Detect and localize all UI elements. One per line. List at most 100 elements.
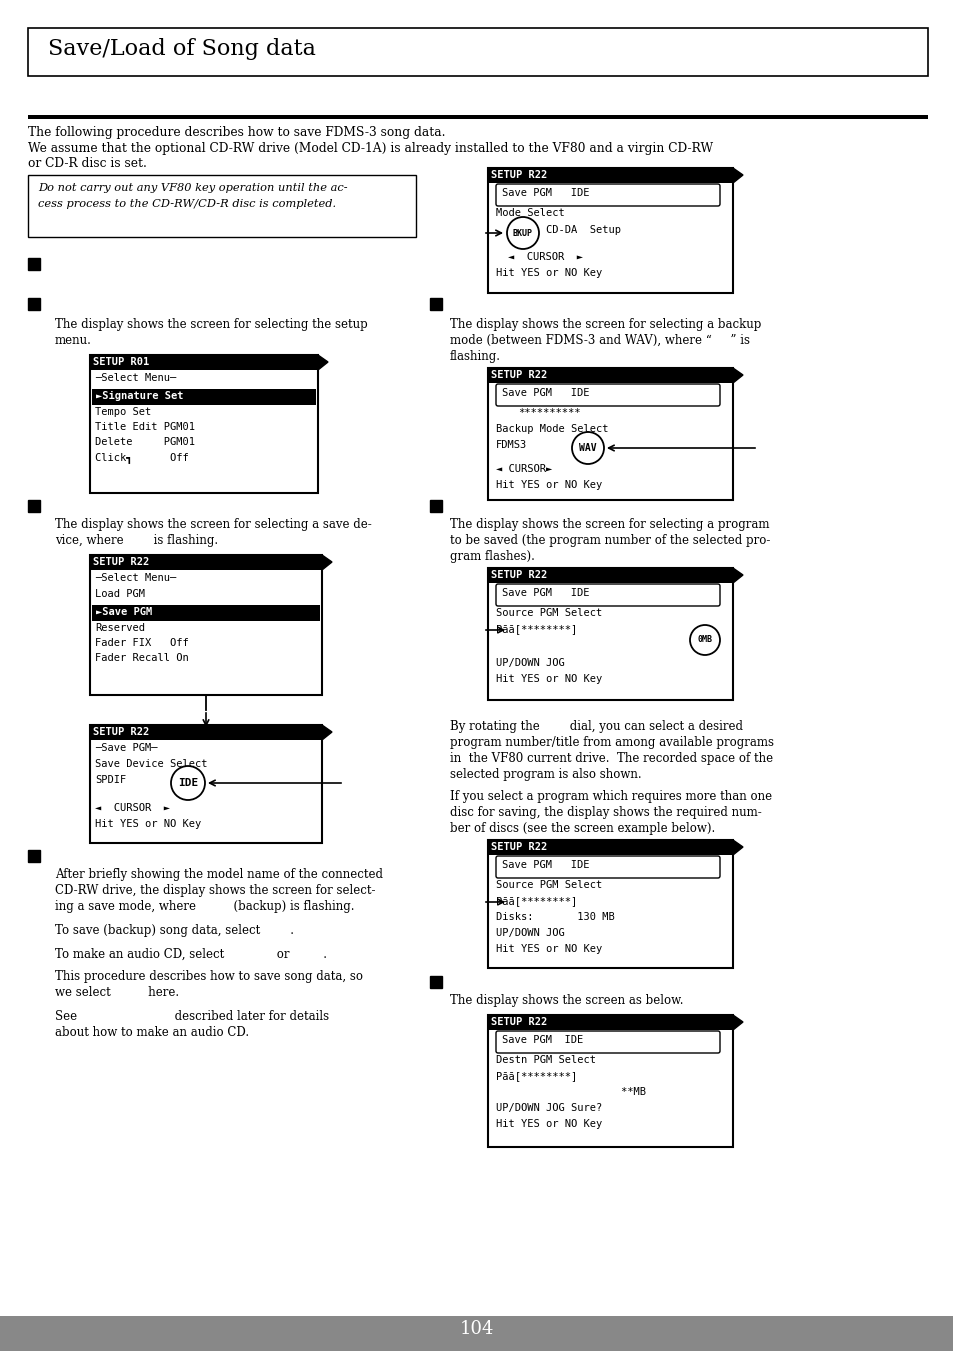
Text: ►Save PGM: ►Save PGM [96, 607, 152, 617]
Text: SETUP R22: SETUP R22 [92, 557, 149, 567]
Text: CD-DA  Setup: CD-DA Setup [545, 226, 620, 235]
Text: Source PGM Select: Source PGM Select [496, 608, 601, 617]
Polygon shape [732, 567, 742, 584]
FancyBboxPatch shape [496, 1031, 720, 1052]
Text: selected program is also shown.: selected program is also shown. [450, 767, 641, 781]
Bar [0, 1316, 953, 1351]
Text: SPDIF: SPDIF [95, 775, 126, 785]
Text: By rotating the        dial, you can select a desired: By rotating the dial, you can select a d… [450, 720, 742, 734]
Text: CD-RW drive, the display shows the screen for select-: CD-RW drive, the display shows the scree… [55, 884, 375, 897]
FancyBboxPatch shape [496, 184, 720, 205]
Bar [488, 168, 732, 293]
Text: Save/Load of Song data: Save/Load of Song data [48, 38, 315, 59]
Polygon shape [322, 555, 332, 570]
Text: Save Device Select: Save Device Select [95, 759, 208, 769]
Text: To make an audio CD, select              or         .: To make an audio CD, select or . [55, 948, 327, 961]
Text: cess process to the CD-RW/CD-R disc is completed.: cess process to the CD-RW/CD-R disc is c… [38, 199, 335, 209]
Text: ◄  CURSOR  ►: ◄ CURSOR ► [507, 253, 582, 262]
Polygon shape [317, 355, 328, 370]
Bar [488, 567, 732, 584]
Text: vice, where        is flashing.: vice, where is flashing. [55, 534, 218, 547]
Text: ►Signature Set: ►Signature Set [96, 390, 183, 401]
Text: SETUP R22: SETUP R22 [491, 842, 547, 852]
Text: Hit YES or NO Key: Hit YES or NO Key [496, 944, 601, 954]
Text: we select          here.: we select here. [55, 986, 179, 998]
Text: Pāā[********]: Pāā[********] [496, 1071, 577, 1081]
Bar [488, 1015, 732, 1147]
Text: After briefly showing the model name of the connected: After briefly showing the model name of … [55, 867, 382, 881]
Circle shape [506, 218, 538, 249]
Text: SETUP R01: SETUP R01 [92, 357, 149, 367]
Text: Destn PGM Select: Destn PGM Select [496, 1055, 596, 1065]
Bar [430, 299, 441, 309]
Polygon shape [732, 1015, 742, 1029]
Bar [488, 367, 732, 382]
Text: Hit YES or NO Key: Hit YES or NO Key [95, 819, 201, 830]
Bar [90, 555, 322, 570]
Polygon shape [732, 168, 742, 182]
Text: Hit YES or NO Key: Hit YES or NO Key [496, 1119, 601, 1129]
Text: We assume that the optional CD-RW drive (Model CD-1A) is already installed to th: We assume that the optional CD-RW drive … [28, 142, 713, 155]
Text: program number/title from among available programs: program number/title from among availabl… [450, 736, 773, 748]
Text: ─Save PGM─: ─Save PGM─ [95, 743, 157, 753]
Text: Save PGM   IDE: Save PGM IDE [501, 388, 589, 399]
Text: mode (between FDMS-3 and WAV), where “     ” is: mode (between FDMS-3 and WAV), where “ ”… [450, 334, 749, 347]
Bar [28, 299, 40, 309]
Bar [28, 850, 40, 862]
Text: Load PGM: Load PGM [95, 589, 145, 598]
Text: The display shows the screen for selecting the setup: The display shows the screen for selecti… [55, 317, 367, 331]
Text: in  the VF80 current drive.  The recorded space of the: in the VF80 current drive. The recorded … [450, 753, 772, 765]
Text: ◄ CURSOR►: ◄ CURSOR► [496, 463, 552, 474]
Bar [91, 605, 319, 621]
Text: Tempo Set: Tempo Set [95, 407, 152, 417]
Text: The display shows the screen for selecting a save de-: The display shows the screen for selecti… [55, 517, 372, 531]
FancyBboxPatch shape [496, 857, 720, 878]
Text: UP/DOWN JOG Sure?: UP/DOWN JOG Sure? [496, 1102, 601, 1113]
Text: ─Select Menu─: ─Select Menu─ [95, 373, 176, 382]
Bar [488, 840, 732, 855]
Text: Title Edit PGM01: Title Edit PGM01 [95, 422, 194, 432]
Text: Fader Recall On: Fader Recall On [95, 653, 189, 663]
Text: SETUP R22: SETUP R22 [491, 1017, 547, 1027]
Text: 104: 104 [459, 1320, 494, 1337]
Text: Pāā[********]: Pāā[********] [496, 896, 577, 907]
Bar [28, 500, 40, 512]
Text: See                          described later for details: See described later for details [55, 1011, 329, 1023]
Text: Save PGM   IDE: Save PGM IDE [501, 188, 589, 199]
Text: FDMS3: FDMS3 [496, 440, 527, 450]
Bar [28, 258, 40, 270]
Text: Mode Select: Mode Select [496, 208, 564, 218]
FancyBboxPatch shape [496, 384, 720, 407]
Text: To save (backup) song data, select        .: To save (backup) song data, select . [55, 924, 294, 938]
Text: The display shows the screen for selecting a backup: The display shows the screen for selecti… [450, 317, 760, 331]
Text: The following procedure describes how to save FDMS-3 song data.: The following procedure describes how to… [28, 126, 445, 139]
Text: Click┓      Off: Click┓ Off [95, 453, 189, 463]
Text: Hit YES or NO Key: Hit YES or NO Key [496, 480, 601, 490]
Polygon shape [322, 725, 332, 740]
Text: **********: ********** [517, 408, 579, 417]
Text: Delete     PGM01: Delete PGM01 [95, 436, 194, 447]
Bar [430, 500, 441, 512]
Text: Save PGM   IDE: Save PGM IDE [501, 861, 589, 870]
Bar [488, 1015, 732, 1029]
Text: Hit YES or NO Key: Hit YES or NO Key [496, 674, 601, 684]
Text: SETUP R22: SETUP R22 [491, 370, 547, 380]
Text: Save PGM   IDE: Save PGM IDE [501, 588, 589, 598]
Text: ber of discs (see the screen example below).: ber of discs (see the screen example bel… [450, 821, 715, 835]
Text: ◄  CURSOR  ►: ◄ CURSOR ► [95, 802, 170, 813]
Text: gram flashes).: gram flashes). [450, 550, 535, 563]
Text: If you select a program which requires more than one: If you select a program which requires m… [450, 790, 771, 802]
Text: UP/DOWN JOG: UP/DOWN JOG [496, 928, 564, 938]
Text: Disks:       130 MB: Disks: 130 MB [496, 912, 614, 921]
Bar [90, 725, 322, 740]
FancyBboxPatch shape [496, 584, 720, 607]
Text: 0MB: 0MB [697, 635, 712, 644]
Bar [90, 555, 322, 694]
Bar [28, 176, 416, 236]
Text: menu.: menu. [55, 334, 91, 347]
Circle shape [689, 626, 720, 655]
Text: BKUP: BKUP [513, 228, 533, 238]
Bar [488, 168, 732, 182]
Text: SETUP R22: SETUP R22 [491, 170, 547, 180]
Circle shape [572, 432, 603, 463]
